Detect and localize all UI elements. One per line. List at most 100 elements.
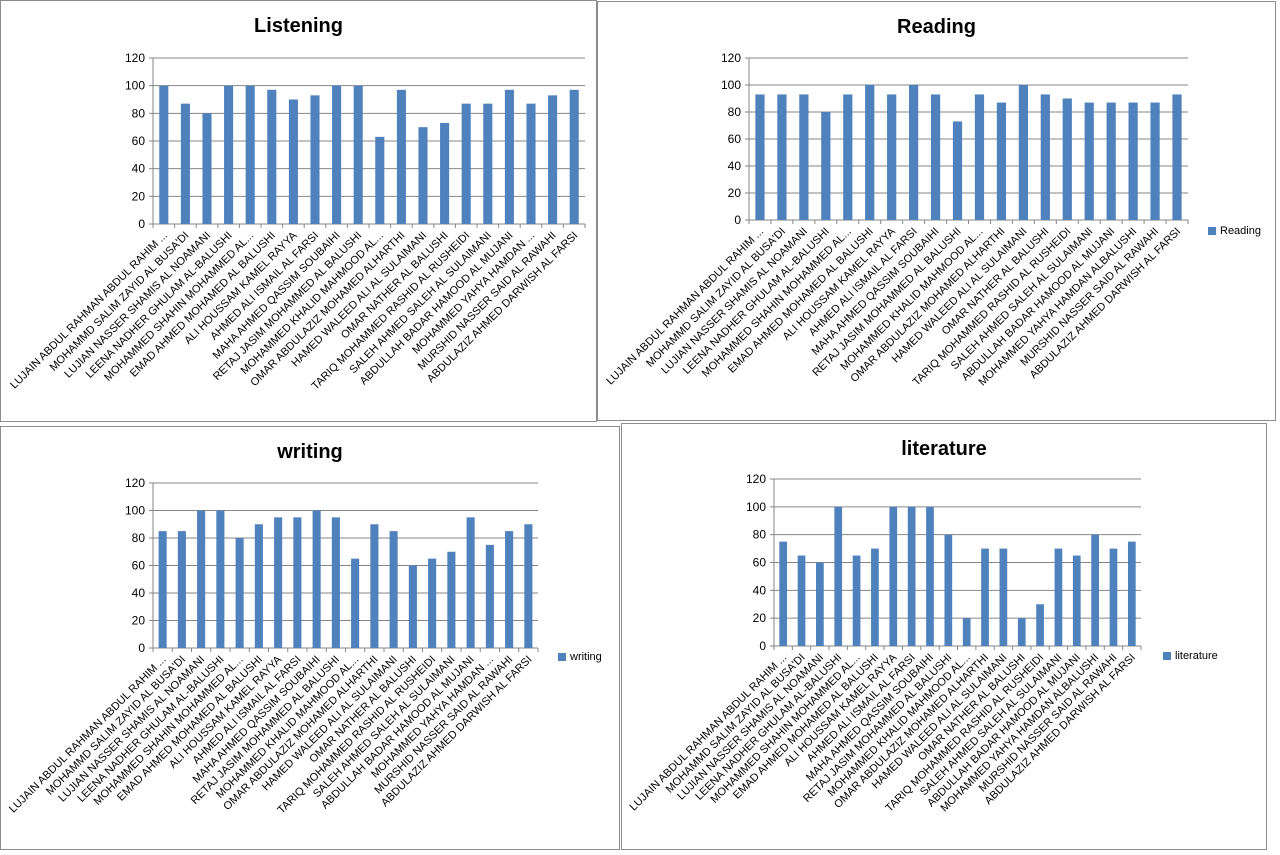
- bar: [310, 95, 320, 224]
- bar: [332, 85, 342, 225]
- y-tick-label: 100: [125, 79, 145, 93]
- bar: [505, 531, 514, 648]
- legend: Reading: [1208, 225, 1261, 237]
- y-tick-label: 40: [753, 583, 767, 597]
- bar: [293, 517, 302, 648]
- chart-writing: writing 0 20 40 60 80 100 120 LUJAIN ABDUL RAHM…: [0, 426, 620, 850]
- legend: writing: [558, 651, 602, 663]
- bar: [816, 562, 824, 646]
- bar: [755, 94, 765, 220]
- y-tick-label: 80: [132, 106, 146, 120]
- bar: [944, 534, 953, 646]
- chart-title: Listening: [254, 15, 343, 37]
- bar: [871, 548, 879, 646]
- bar: [1084, 102, 1094, 220]
- bar: [254, 524, 263, 648]
- bar: [1062, 98, 1072, 220]
- y-tick-label: 80: [753, 528, 767, 542]
- bar: [981, 548, 989, 646]
- y-tick-label: 40: [728, 159, 742, 173]
- bar: [1106, 102, 1116, 220]
- bar: [799, 94, 809, 220]
- bar: [974, 94, 985, 220]
- bar: [504, 89, 514, 224]
- bar: [526, 103, 536, 224]
- bar: [1018, 85, 1028, 220]
- bar: [843, 94, 853, 220]
- bar: [926, 506, 934, 646]
- y-tick-label: 60: [753, 556, 767, 570]
- bar: [779, 541, 788, 646]
- chart-title: Reading: [897, 16, 976, 38]
- bar: [224, 85, 234, 225]
- y-tick-label: 20: [728, 186, 742, 200]
- y-tick-label: 20: [132, 614, 146, 628]
- bar: [375, 136, 385, 224]
- bar: [440, 123, 450, 224]
- bar: [370, 524, 379, 648]
- bar: [235, 538, 244, 648]
- y-tick-label: 120: [746, 472, 766, 486]
- bar: [1017, 618, 1026, 646]
- bar: [962, 618, 971, 646]
- bar: [909, 85, 919, 220]
- bar: [548, 95, 558, 224]
- y-tick-label: 100: [125, 504, 145, 518]
- y-tick-label: 60: [132, 134, 146, 148]
- bar: [245, 85, 255, 225]
- bar: [461, 103, 471, 224]
- bar: [777, 94, 787, 220]
- bar: [887, 94, 897, 220]
- y-tick-label: 0: [138, 217, 145, 231]
- y-tick-label: 100: [746, 500, 766, 514]
- y-tick-label: 80: [132, 531, 146, 545]
- bar: [834, 506, 843, 646]
- bar: [1109, 548, 1118, 646]
- y-tick-label: 0: [138, 641, 145, 655]
- y-tick-label: 120: [721, 51, 741, 65]
- y-tick-label: 80: [728, 105, 742, 119]
- bar: [797, 555, 806, 646]
- chart-title: literature: [901, 438, 987, 460]
- bar: [267, 89, 277, 224]
- bar: [396, 89, 406, 224]
- bar: [485, 544, 494, 648]
- bar: [821, 112, 831, 220]
- y-tick-label: 20: [753, 611, 767, 625]
- legend: literature: [1163, 650, 1218, 662]
- legend-swatch: [1163, 652, 1171, 660]
- chart-title: writing: [277, 441, 343, 463]
- bar: [1150, 102, 1160, 220]
- bar: [569, 89, 579, 224]
- bar: [331, 517, 340, 648]
- bar: [930, 94, 941, 220]
- bar: [1036, 604, 1044, 646]
- bar: [312, 510, 321, 648]
- y-tick-label: 0: [734, 213, 741, 227]
- bar: [180, 103, 190, 224]
- bar: [353, 85, 363, 225]
- bar: [889, 506, 898, 646]
- y-tick-label: 60: [132, 559, 146, 573]
- legend-swatch: [558, 653, 566, 661]
- bar: [996, 102, 1007, 220]
- bar: [447, 551, 456, 648]
- bar: [177, 531, 186, 648]
- bar: [159, 85, 169, 225]
- y-tick-label: 120: [125, 476, 145, 490]
- bar: [1072, 555, 1081, 646]
- bar: [408, 565, 417, 648]
- y-tick-label: 60: [728, 132, 742, 146]
- bar: [389, 531, 398, 648]
- bar: [907, 506, 916, 646]
- y-tick-label: 100: [721, 78, 741, 92]
- bar: [428, 558, 437, 648]
- bar: [351, 558, 360, 648]
- legend-label: literature: [1175, 650, 1218, 662]
- bar: [1091, 534, 1099, 646]
- bar: [288, 99, 298, 224]
- y-tick-label: 120: [125, 51, 145, 65]
- legend-swatch: [1208, 227, 1216, 235]
